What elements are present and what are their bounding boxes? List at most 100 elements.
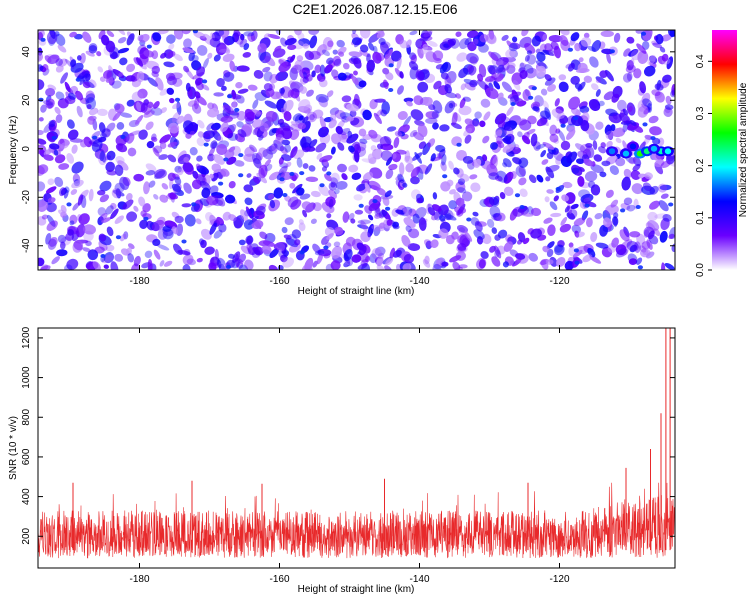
heatmap-cell [69, 214, 78, 225]
heatmap-cell [575, 143, 586, 152]
heatmap-cell [176, 101, 182, 115]
heatmap-cell [232, 251, 241, 263]
heatmap-cell [70, 189, 78, 195]
heatmap-cell [460, 173, 470, 182]
heatmap-cell [585, 217, 593, 228]
heatmap-cell [472, 38, 479, 45]
heatmap-cell [416, 69, 425, 82]
heatmap-cell [592, 140, 598, 150]
heatmap-cell [491, 256, 501, 267]
heatmap-cell [268, 193, 275, 200]
heatmap-cell [360, 220, 368, 232]
heatmap-cell [119, 233, 127, 242]
heatmap-blob [640, 31, 647, 36]
spectrogram-x-tick-label: -140 [409, 276, 429, 287]
heatmap-cell [246, 235, 253, 246]
heatmap-cell [276, 243, 288, 249]
heatmap-cell [87, 116, 95, 125]
heatmap-cell [319, 64, 326, 77]
heatmap-cell [148, 180, 156, 188]
heatmap-cell [333, 58, 342, 67]
heatmap-cell [330, 133, 342, 145]
heatmap-cell [245, 206, 252, 218]
heatmap-cell [255, 111, 261, 117]
heatmap-cell [349, 110, 357, 117]
heatmap-cell [327, 40, 334, 48]
heatmap-cell [417, 123, 428, 138]
heatmap-cell [209, 222, 217, 235]
heatmap-cell [660, 193, 669, 199]
heatmap-cell [482, 154, 488, 162]
heatmap-cell [263, 71, 273, 82]
heatmap-cell [595, 242, 609, 249]
heatmap-cell [323, 253, 331, 259]
heatmap-cell [213, 92, 224, 97]
heatmap-cell [114, 182, 125, 193]
heatmap-cell [579, 105, 590, 114]
heatmap-cell [187, 100, 198, 107]
heatmap-cell [326, 57, 334, 65]
heatmap-cell [615, 244, 627, 256]
heatmap-cell [589, 56, 599, 68]
heatmap-cell [48, 236, 58, 247]
heatmap-hotspot-core [664, 148, 672, 155]
heatmap-cell [532, 106, 540, 112]
heatmap-cell [493, 73, 504, 82]
heatmap-cell [368, 201, 381, 212]
heatmap-hotspot-core [629, 143, 637, 150]
heatmap-cell [666, 56, 674, 70]
heatmap-cell [432, 100, 443, 114]
heatmap-blob [203, 142, 209, 147]
heatmap-cell [595, 77, 602, 83]
heatmap-cell [277, 122, 286, 128]
heatmap-cell [195, 218, 202, 225]
spectrogram-y-tick-label: 20 [21, 94, 32, 106]
heatmap-cell [82, 31, 92, 43]
heatmap-cell [43, 100, 54, 106]
heatmap-cell [213, 154, 225, 165]
heatmap-blob [238, 173, 244, 178]
heatmap-cell [535, 60, 548, 69]
heatmap-cell [351, 254, 362, 263]
heatmap-cell [106, 30, 115, 38]
heatmap-cell [332, 49, 338, 55]
heatmap-cell [489, 205, 501, 218]
heatmap-cell [261, 244, 272, 255]
heatmap-blob [38, 97, 44, 102]
heatmap-cell [474, 111, 482, 119]
heatmap-cell [326, 233, 334, 240]
heatmap-cell [501, 34, 509, 41]
heatmap-cell [54, 176, 64, 187]
heatmap-blob [299, 250, 305, 255]
heatmap-cell [559, 115, 569, 125]
heatmap-cell [348, 212, 355, 221]
heatmap-cell [133, 205, 139, 212]
heatmap-cell [99, 212, 108, 221]
heatmap-cell [641, 241, 651, 250]
heatmap-cell [497, 92, 504, 101]
heatmap-cell [348, 51, 363, 58]
heatmap-cell [356, 183, 367, 192]
heatmap-cell [490, 142, 498, 150]
heatmap-cell [444, 214, 457, 221]
heatmap-cell [568, 246, 576, 257]
heatmap-cell [588, 98, 601, 112]
heatmap-cell [405, 163, 414, 173]
heatmap-cell [480, 98, 491, 108]
heatmap-cell [315, 142, 327, 153]
heatmap-cell [341, 95, 352, 103]
heatmap-cell [513, 143, 520, 150]
heatmap-cell [528, 252, 538, 262]
heatmap-cell [639, 81, 647, 94]
heatmap-cell [506, 106, 514, 116]
heatmap-cell [637, 105, 649, 118]
heatmap-cell [595, 76, 607, 85]
heatmap-cell [237, 88, 249, 94]
colorbar-tick-label: 0.2 [695, 158, 706, 172]
heatmap-cell [560, 39, 571, 52]
heatmap-cell [282, 257, 294, 268]
heatmap-cell [566, 212, 576, 220]
heatmap-cell [284, 217, 294, 226]
heatmap-blob [514, 193, 521, 198]
heatmap-cell [587, 180, 596, 189]
